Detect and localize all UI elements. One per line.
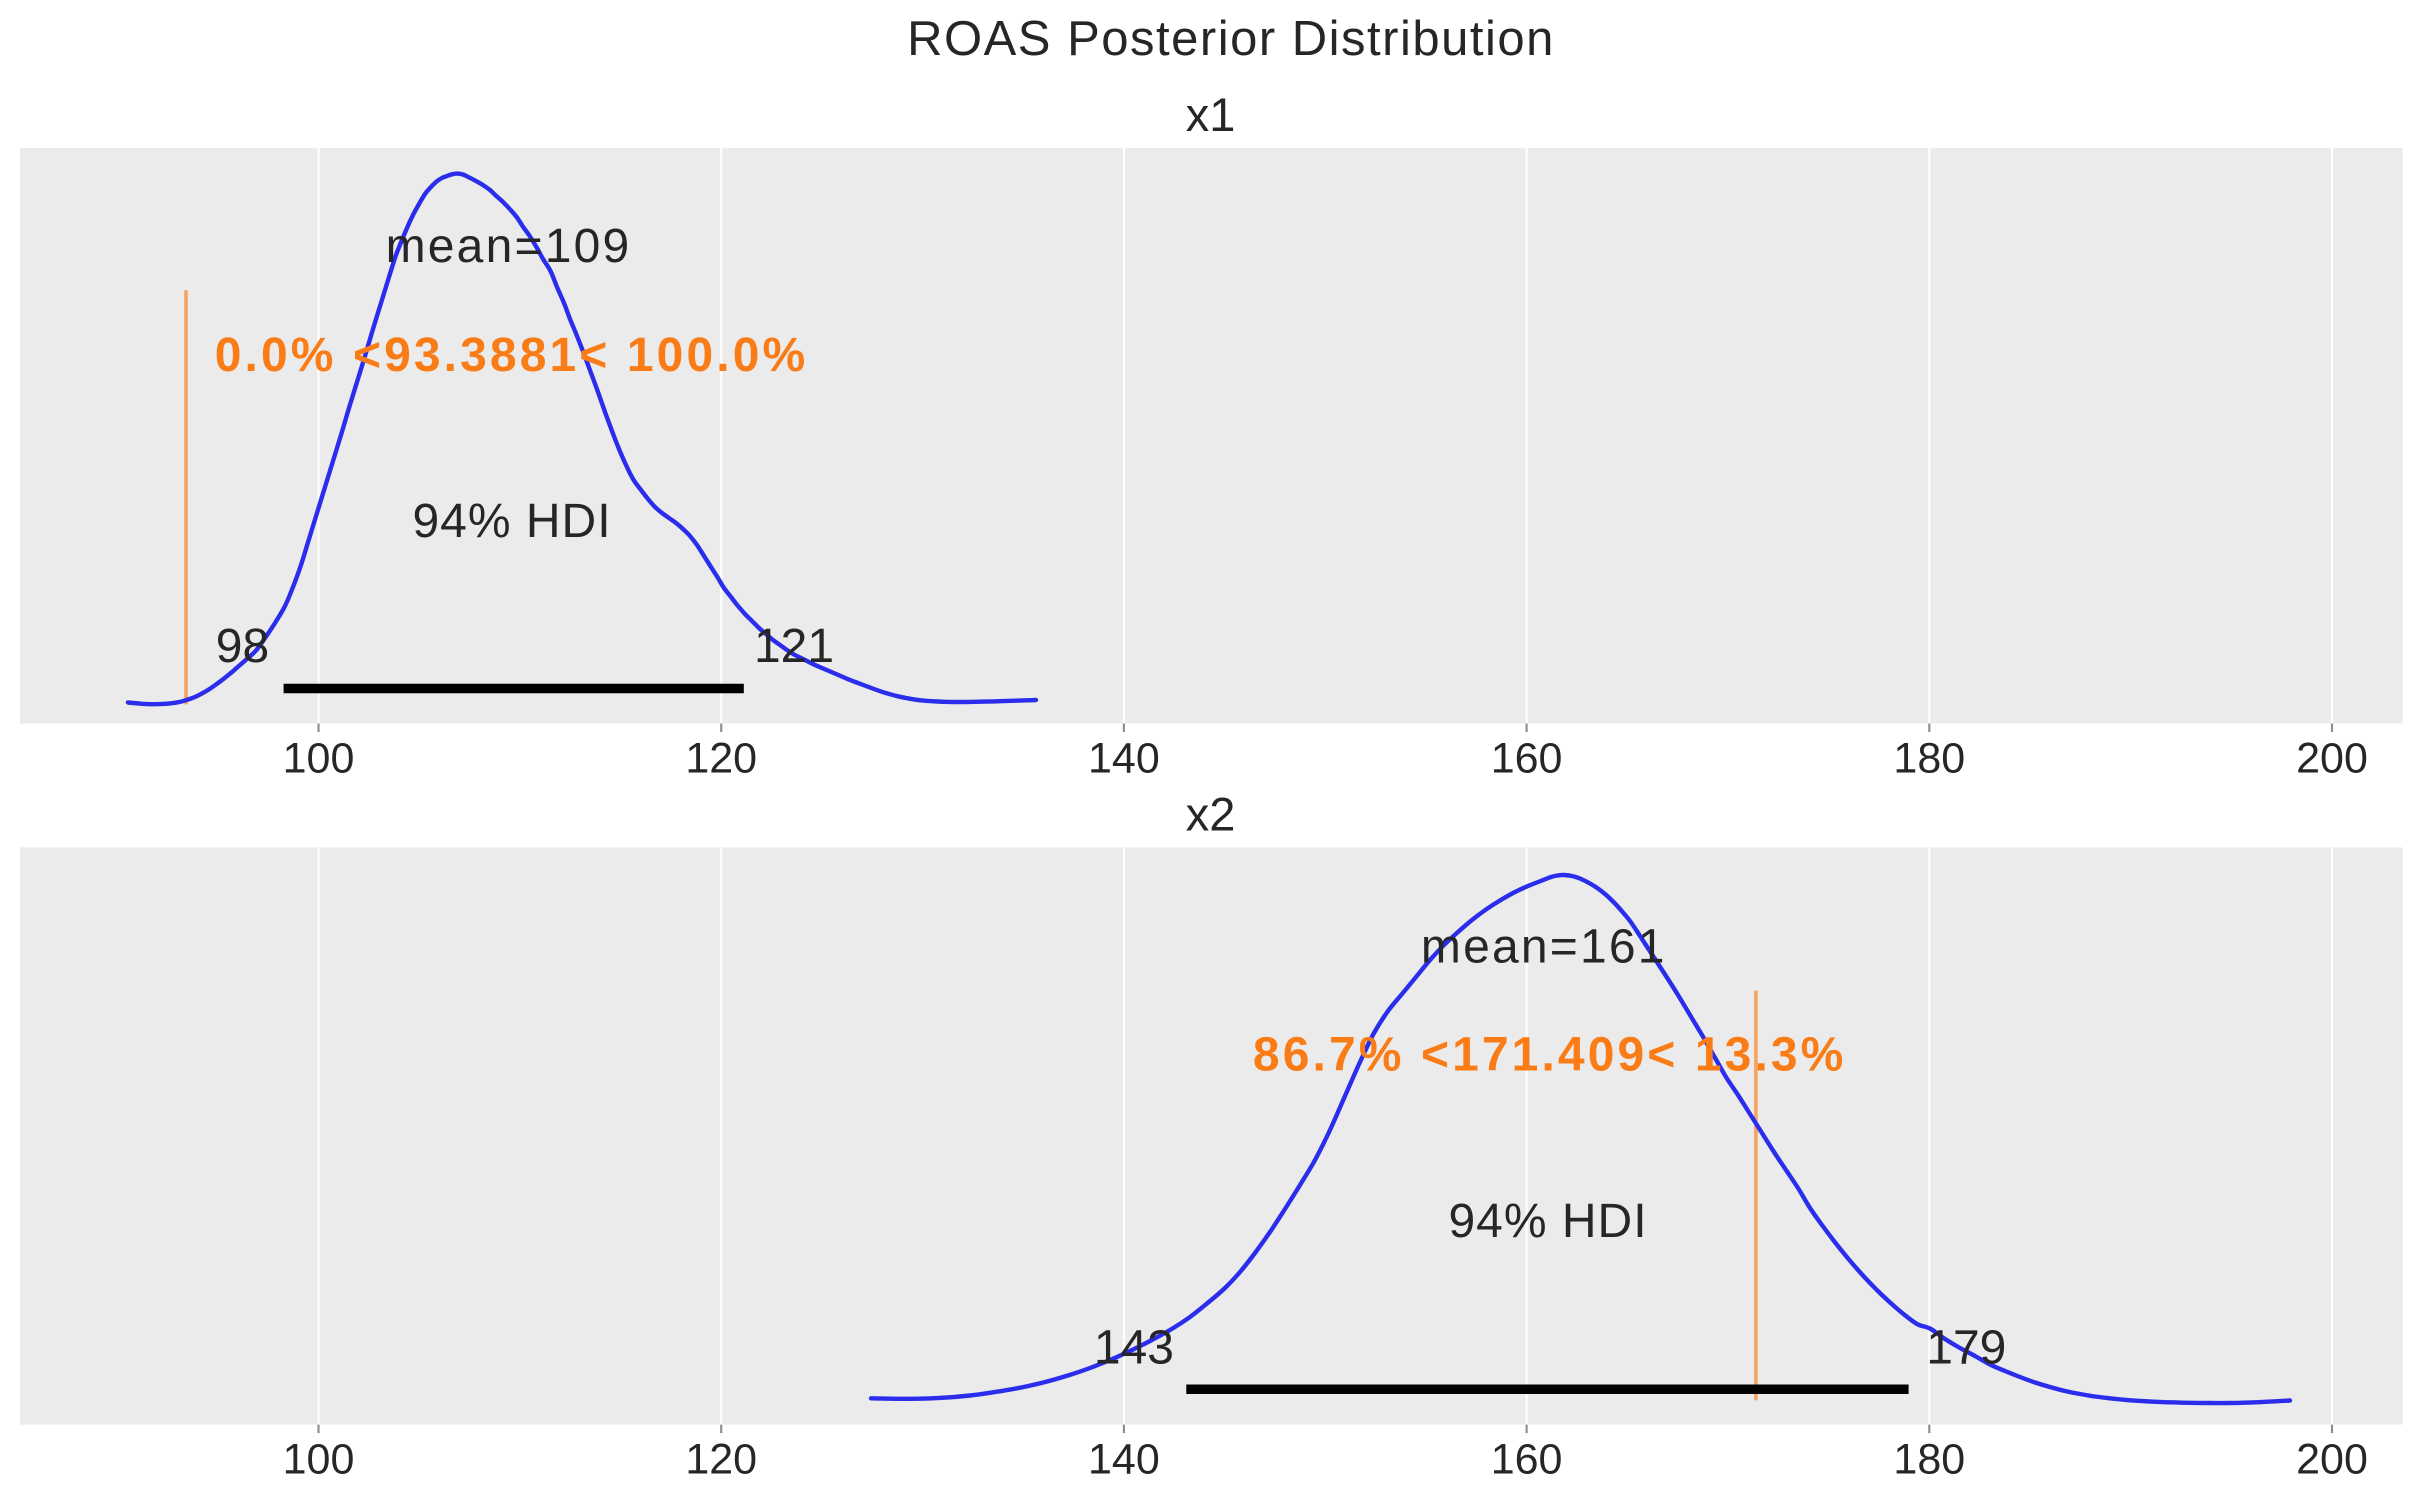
svg-text:100: 100 [283, 1436, 355, 1484]
svg-text:120: 120 [685, 735, 757, 783]
svg-text:140: 140 [1088, 1436, 1160, 1484]
svg-text:x1: x1 [1186, 88, 1236, 141]
svg-text:x2: x2 [1186, 788, 1236, 841]
svg-text:200: 200 [2296, 735, 2368, 783]
svg-text:94% HDI: 94% HDI [1448, 1195, 1647, 1248]
svg-text:mean=109: mean=109 [386, 220, 632, 273]
svg-text:143: 143 [1094, 1322, 1174, 1375]
svg-text:140: 140 [1088, 735, 1160, 783]
svg-text:180: 180 [1893, 735, 1965, 783]
svg-text:100: 100 [283, 735, 355, 783]
svg-text:ROAS Posterior Distribution: ROAS Posterior Distribution [907, 12, 1555, 66]
svg-text:160: 160 [1491, 1436, 1563, 1484]
svg-text:200: 200 [2296, 1436, 2368, 1484]
svg-text:86.7% <171.409< 13.3%: 86.7% <171.409< 13.3% [1253, 1028, 1847, 1081]
svg-text:120: 120 [685, 1436, 757, 1484]
svg-text:98: 98 [216, 620, 269, 673]
svg-text:179: 179 [1926, 1322, 2006, 1375]
svg-text:0.0% <93.3881< 100.0%: 0.0% <93.3881< 100.0% [215, 329, 809, 382]
svg-text:94% HDI: 94% HDI [412, 495, 611, 548]
svg-text:121: 121 [754, 620, 834, 673]
svg-text:160: 160 [1491, 735, 1563, 783]
svg-text:mean=161: mean=161 [1421, 921, 1667, 974]
svg-text:180: 180 [1893, 1436, 1965, 1484]
